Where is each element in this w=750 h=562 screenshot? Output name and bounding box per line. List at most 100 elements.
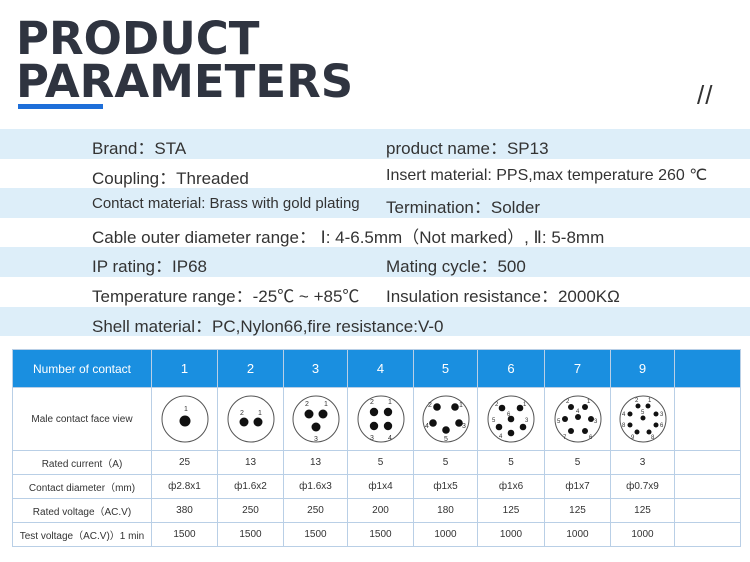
header-label: Number of contact	[12, 349, 152, 388]
connector-face-4pin-icon: 2 1 3 4	[357, 395, 404, 443]
face-view-label: Male contact face view	[12, 387, 152, 451]
table-cell: 125	[544, 498, 611, 523]
param-insulation-resistance: Insulation resistance：2000KΩ	[386, 286, 620, 306]
param-brand: Brand：STA	[92, 139, 187, 158]
table-cell: 1000	[413, 522, 478, 547]
table-cell: ф1x5	[413, 474, 478, 499]
row-label: Test voltage（AC.V)）1 min	[12, 522, 152, 547]
connector-face-7pin-icon: 2 1 4 5 3 7 6	[554, 395, 601, 443]
empty-cell	[674, 522, 741, 547]
page-title-line1: PRODUCT	[16, 12, 260, 65]
table-row: Rated voltage（AC.V) 380 250 250 200 180 …	[12, 498, 741, 523]
svg-text:3: 3	[370, 435, 374, 442]
svg-text:3: 3	[314, 436, 318, 443]
connector-face-5pin-icon: 2 1 4 3 5	[422, 395, 469, 443]
svg-text:2: 2	[635, 398, 639, 404]
table-cell: 250	[283, 498, 348, 523]
param-termination: Termination：Solder	[386, 198, 541, 218]
table-cell: 380	[151, 498, 218, 523]
param-temperature-range: Temperature range：-25℃ ~ +85℃	[92, 286, 360, 306]
table-cell: 1000	[477, 522, 545, 547]
svg-text:3: 3	[660, 412, 664, 418]
svg-text:1: 1	[184, 406, 188, 413]
svg-text:4: 4	[576, 409, 580, 415]
contact-count: 9	[610, 349, 675, 388]
empty-cell	[674, 387, 741, 451]
svg-text:8: 8	[622, 423, 626, 429]
table-cell: 1500	[283, 522, 348, 547]
face-cell: 1	[151, 387, 218, 451]
param-product-name: product name：SP13	[386, 139, 549, 158]
table-cell: 1500	[347, 522, 414, 547]
table-cell: 1500	[217, 522, 284, 547]
param-row: IP rating：IP68 Mating cycle：500	[0, 247, 750, 277]
svg-text:2: 2	[495, 402, 499, 408]
svg-text:6: 6	[507, 412, 511, 418]
svg-text:2: 2	[370, 399, 374, 406]
face-cell: 2 1 4 5 3 7 6	[544, 387, 611, 451]
table-cell: 25	[151, 450, 218, 475]
svg-text:8: 8	[651, 435, 655, 441]
empty-cell	[674, 450, 741, 475]
param-contact-material: Contact material: Brass with gold platin…	[92, 195, 360, 213]
contact-count: 4	[347, 349, 414, 388]
table-cell: 125	[610, 498, 675, 523]
empty-cell	[674, 474, 741, 499]
contact-spec-table: Number of contact 1 2 3 4 5 6 7 9 Male c…	[12, 349, 741, 547]
row-label: Rated voltage（AC.V)	[12, 498, 152, 523]
svg-text:7: 7	[563, 435, 567, 441]
svg-text:5: 5	[492, 418, 496, 424]
table-cell: 180	[413, 498, 478, 523]
table-cell: 13	[217, 450, 284, 475]
table-cell: 200	[347, 498, 414, 523]
param-row: Brand：STA product name：SP13	[0, 129, 750, 159]
param-row: Cable outer diameter range： Ⅰ: 4-6.5mm（N…	[0, 218, 750, 248]
param-shell-material: Shell material：PC,Nylon66,fire resistanc…	[92, 316, 444, 336]
table-cell: ф1x4	[347, 474, 414, 499]
face-cell: 2 1	[217, 387, 284, 451]
face-cell: 2 1 4 3 5	[413, 387, 478, 451]
svg-text:3: 3	[462, 423, 466, 430]
connector-face-1pin-icon: 1	[161, 395, 208, 443]
table-cell: ф1x6	[477, 474, 545, 499]
connector-face-3pin-icon: 2 1 3	[292, 395, 339, 443]
table-cell: ф2.8x1	[151, 474, 218, 499]
param-ip-rating: IP rating：IP68	[92, 257, 207, 277]
table-row: Contact diameter（mm) ф2.8x1 ф1.6x2 ф1.6x…	[12, 474, 741, 499]
page-title-line2: PARAMETERS	[16, 55, 354, 108]
face-cell: 2 1 5 4 3 8 6 9 8	[610, 387, 675, 451]
table-row-face-view: Male contact face view 1 2 1 2 1 3	[12, 387, 741, 451]
connector-face-6pin-icon: 2 1 6 5 3 4	[487, 395, 535, 443]
face-cell: 2 1 3	[283, 387, 348, 451]
svg-text:2: 2	[305, 401, 309, 408]
svg-text:1: 1	[523, 402, 527, 408]
empty-cell	[674, 349, 741, 388]
table-cell: 5	[544, 450, 611, 475]
table-row: Rated current（A) 25 13 13 5 5 5 5 3	[12, 450, 741, 475]
table-header-row: Number of contact 1 2 3 4 5 6 7 9	[12, 349, 741, 388]
param-insert-material: Insert material: PPS,max temperature 260…	[386, 166, 708, 184]
svg-text:6: 6	[589, 435, 593, 441]
svg-text:3: 3	[594, 419, 598, 425]
svg-text:4: 4	[622, 412, 626, 418]
svg-text:1: 1	[388, 399, 392, 406]
param-mating-cycle: Mating cycle：500	[386, 257, 526, 277]
svg-text:1: 1	[324, 401, 328, 408]
svg-text:4: 4	[425, 423, 429, 430]
table-cell: 1500	[151, 522, 218, 547]
table-cell: 250	[217, 498, 284, 523]
svg-text:5: 5	[641, 410, 645, 416]
table-cell: 5	[347, 450, 414, 475]
param-row: Temperature range：-25℃ ~ +85℃ Insulation…	[0, 277, 750, 307]
face-cell: 2 1 6 5 3 4	[477, 387, 545, 451]
svg-text:3: 3	[525, 418, 529, 424]
table-cell: 1000	[610, 522, 675, 547]
row-label: Contact diameter（mm)	[12, 474, 152, 499]
table-cell: 3	[610, 450, 675, 475]
svg-text:9: 9	[631, 435, 635, 441]
decorative-slashes: //	[697, 80, 714, 110]
param-row: Shell material：PC,Nylon66,fire resistanc…	[0, 306, 750, 337]
svg-text:5: 5	[444, 436, 448, 443]
svg-text:4: 4	[499, 434, 503, 440]
table-cell: ф0.7x9	[610, 474, 675, 499]
